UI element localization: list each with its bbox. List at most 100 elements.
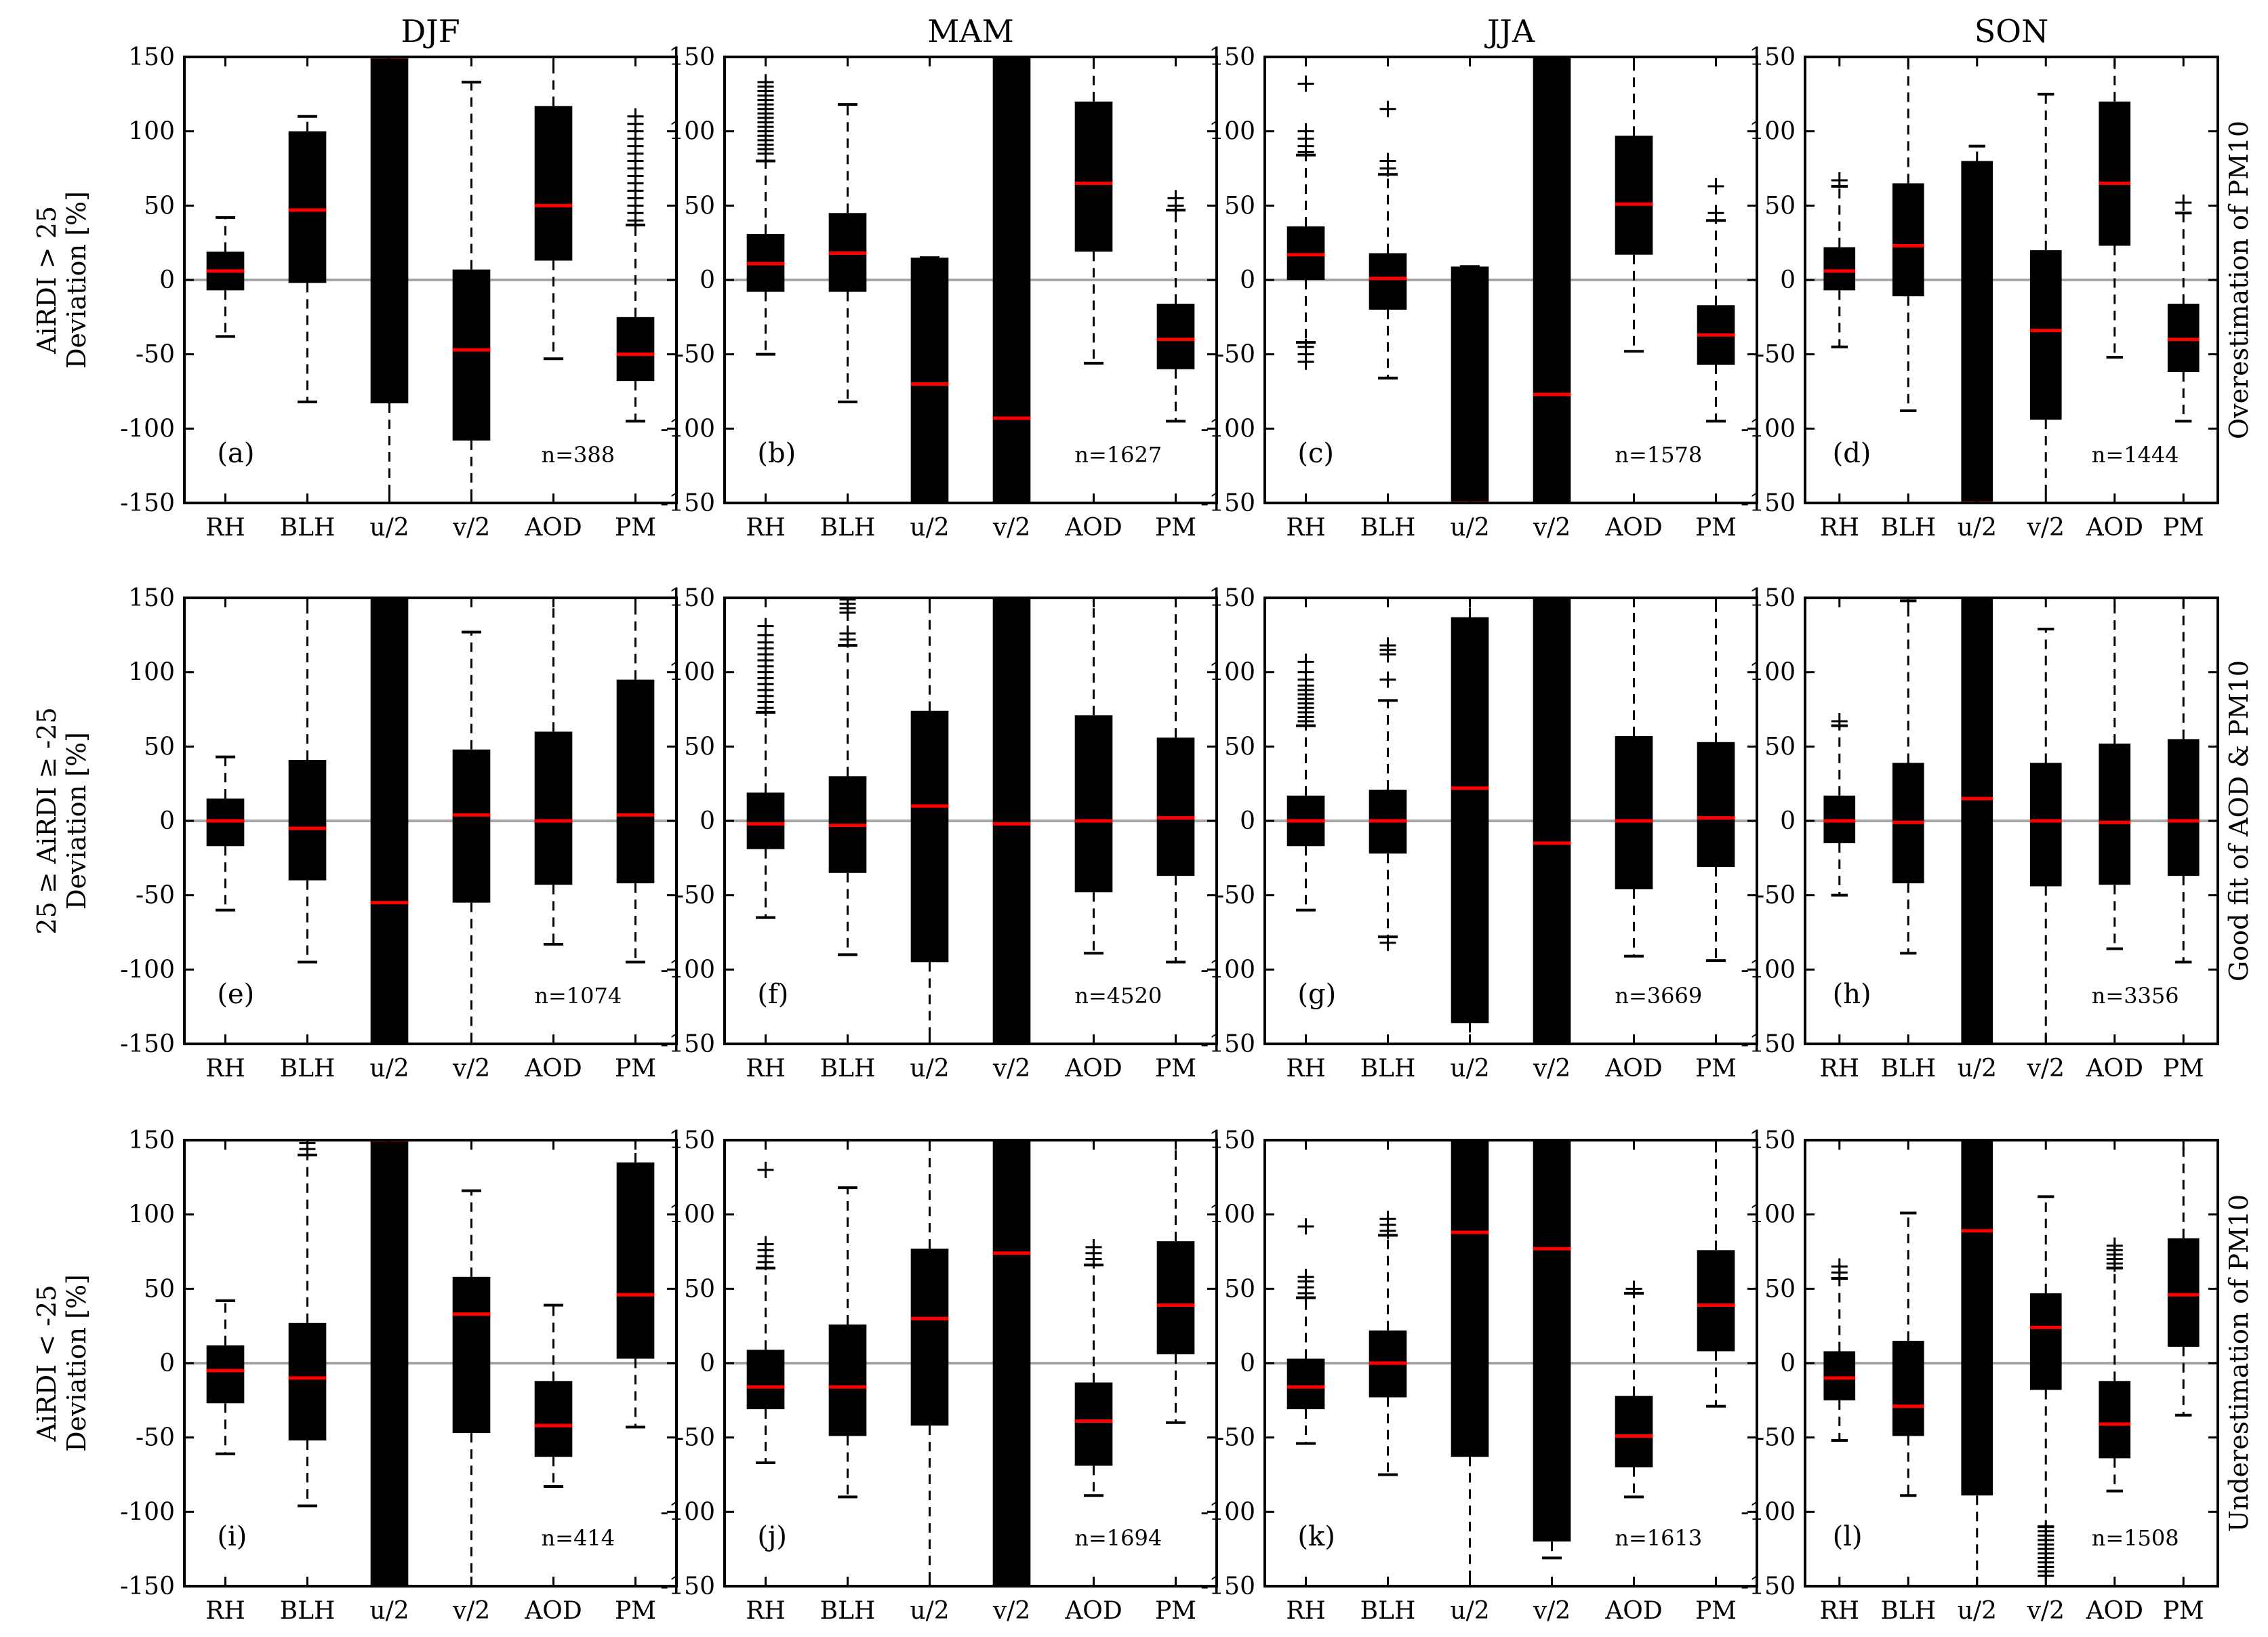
box-rh: [206, 755, 245, 912]
box-aod: [1615, 57, 1653, 353]
box-iqr: [534, 731, 573, 885]
box-iqr: [2099, 743, 2131, 885]
box-iqr: [1156, 304, 1195, 369]
x-tick-label: u/2: [910, 514, 949, 542]
side-label-3: Underestimation of PM10: [2224, 1194, 2254, 1532]
box-aod: [534, 1303, 573, 1489]
box-v-2: [1533, 1140, 1571, 1560]
x-tick-label: AOD: [1064, 1597, 1122, 1625]
box-iqr: [992, 598, 1031, 1044]
box-iqr: [370, 57, 409, 404]
box-iqr: [534, 106, 573, 261]
y-tick-label: 150: [128, 1127, 175, 1154]
sample-size-label: n=1508: [2092, 1525, 2179, 1551]
x-tick-label: PM: [615, 1055, 656, 1083]
box-iqr: [452, 1276, 491, 1434]
box-u-2: [910, 598, 949, 1044]
y-tick-label: 150: [1209, 584, 1255, 612]
y-tick-label: -100: [660, 956, 715, 984]
x-tick-label: AOD: [2086, 1597, 2143, 1625]
box-iqr: [616, 317, 655, 382]
box-blh: [828, 103, 867, 403]
plot-area: [1287, 598, 1735, 1044]
box-iqr: [616, 679, 655, 884]
y-tick-label: -50: [1216, 1424, 1255, 1452]
y-tick-label: 0: [700, 1350, 715, 1377]
x-tick-label: BLH: [820, 514, 876, 542]
y-tick-label: 150: [1749, 1127, 1796, 1154]
box-pm: [1697, 598, 1735, 963]
y-tick-label: 50: [1764, 733, 1796, 761]
x-tick-label: PM: [1155, 1597, 1196, 1625]
y-tick-label: 100: [668, 1201, 715, 1229]
box-u-2: [1451, 265, 1489, 503]
plot-area: [1823, 1140, 2200, 1586]
box-iqr: [1961, 161, 1993, 503]
y-tick-label: 50: [144, 192, 175, 220]
box-v-2: [992, 1140, 1031, 1586]
y-tick-label: -50: [676, 882, 715, 910]
panel-h: -150 -100 -50 0 50 100 150 RH BLH u/2 v/2 AOD PM (h) n…: [1741, 584, 2219, 1083]
y-tick-label: 50: [1764, 192, 1796, 220]
box-iqr: [1451, 617, 1489, 1024]
row-class-label: 25 ≥ AiRDI ≥ -25: [32, 707, 62, 934]
box-iqr: [452, 269, 491, 441]
box-blh: [828, 598, 867, 956]
box-v-2: [452, 81, 491, 503]
y-tick-label: -100: [660, 1498, 715, 1526]
box-u-2: [910, 1140, 949, 1586]
box-aod: [534, 57, 573, 361]
x-tick-label: BLH: [1360, 1055, 1416, 1083]
y-tick-label: -150: [120, 489, 175, 517]
box-iqr: [1369, 253, 1407, 310]
panel-letter: (d): [1833, 438, 1871, 469]
panel-i: -150 -100 -50 0 50 100 150 RH BLH u/2 v/2 AOD PM (i) n…: [120, 1127, 678, 1625]
y-tick-label: 0: [159, 266, 175, 294]
side-label-text: Good fit of AOD & PM10: [2224, 660, 2254, 982]
panel-letter: (j): [757, 1521, 787, 1552]
y-tick-label: 100: [668, 659, 715, 687]
y-tick-label: -150: [660, 489, 715, 517]
box-v-2: [1533, 57, 1571, 503]
y-axis-label: Deviation [%]: [62, 732, 92, 910]
y-tick-label: -150: [660, 1573, 715, 1600]
plot-area: [1287, 57, 1735, 503]
box-v-2: [452, 1189, 491, 1586]
box-pm: [2167, 1140, 2200, 1417]
x-tick-label: RH: [1820, 514, 1860, 542]
y-tick-label: 100: [128, 1201, 175, 1229]
box-rh: [1287, 1218, 1325, 1445]
x-tick-label: AOD: [1604, 514, 1662, 542]
x-tick-label: u/2: [369, 1055, 409, 1083]
panel-letter: (a): [217, 438, 254, 469]
box-blh: [1892, 599, 1924, 955]
x-tick-label: RH: [1820, 1055, 1860, 1083]
box-v-2: [2029, 92, 2062, 503]
panel-letter: (c): [1297, 438, 1334, 469]
y-tick-label: 100: [128, 118, 175, 146]
box-rh: [746, 74, 785, 356]
box-iqr: [828, 1324, 867, 1436]
x-tick-label: PM: [2163, 1597, 2204, 1625]
box-iqr: [616, 1162, 655, 1359]
side-label-2: Good fit of AOD & PM10: [2224, 660, 2254, 982]
box-u-2: [370, 1140, 409, 1586]
y-tick-label: 0: [1780, 1350, 1796, 1377]
panel-letter: (k): [1297, 1521, 1335, 1552]
plot-area: [746, 1140, 1195, 1586]
x-tick-label: RH: [746, 1055, 786, 1083]
y-tick-label: -150: [1200, 1573, 1255, 1600]
x-tick-label: AOD: [2086, 1055, 2143, 1083]
x-tick-label: u/2: [1450, 514, 1489, 542]
box-u-2: [1961, 144, 1993, 503]
box-pm: [616, 1140, 655, 1429]
box-v-2: [1533, 598, 1571, 1044]
panel-d: -150 -100 -50 0 50 100 150 RH BLH u/2 v/2 AOD PM (d) n…: [1741, 43, 2219, 542]
box-iqr: [1287, 1358, 1325, 1409]
box-u-2: [910, 256, 949, 503]
box-u-2: [1451, 598, 1489, 1044]
x-tick-label: v/2: [992, 1055, 1030, 1083]
y-tick-label: -100: [120, 956, 175, 984]
y-tick-label: 50: [684, 1275, 715, 1303]
